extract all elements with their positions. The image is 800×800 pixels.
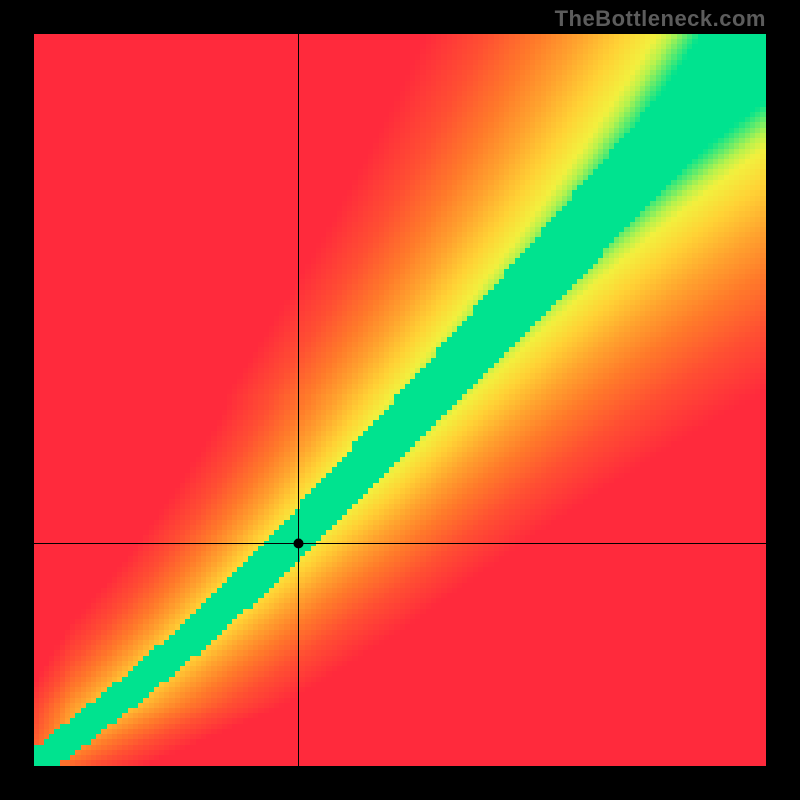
chart-container: TheBottleneck.com [0,0,800,800]
heatmap-canvas [34,34,766,766]
heatmap-canvas-wrap [34,34,766,766]
watermark-text: TheBottleneck.com [555,6,766,32]
